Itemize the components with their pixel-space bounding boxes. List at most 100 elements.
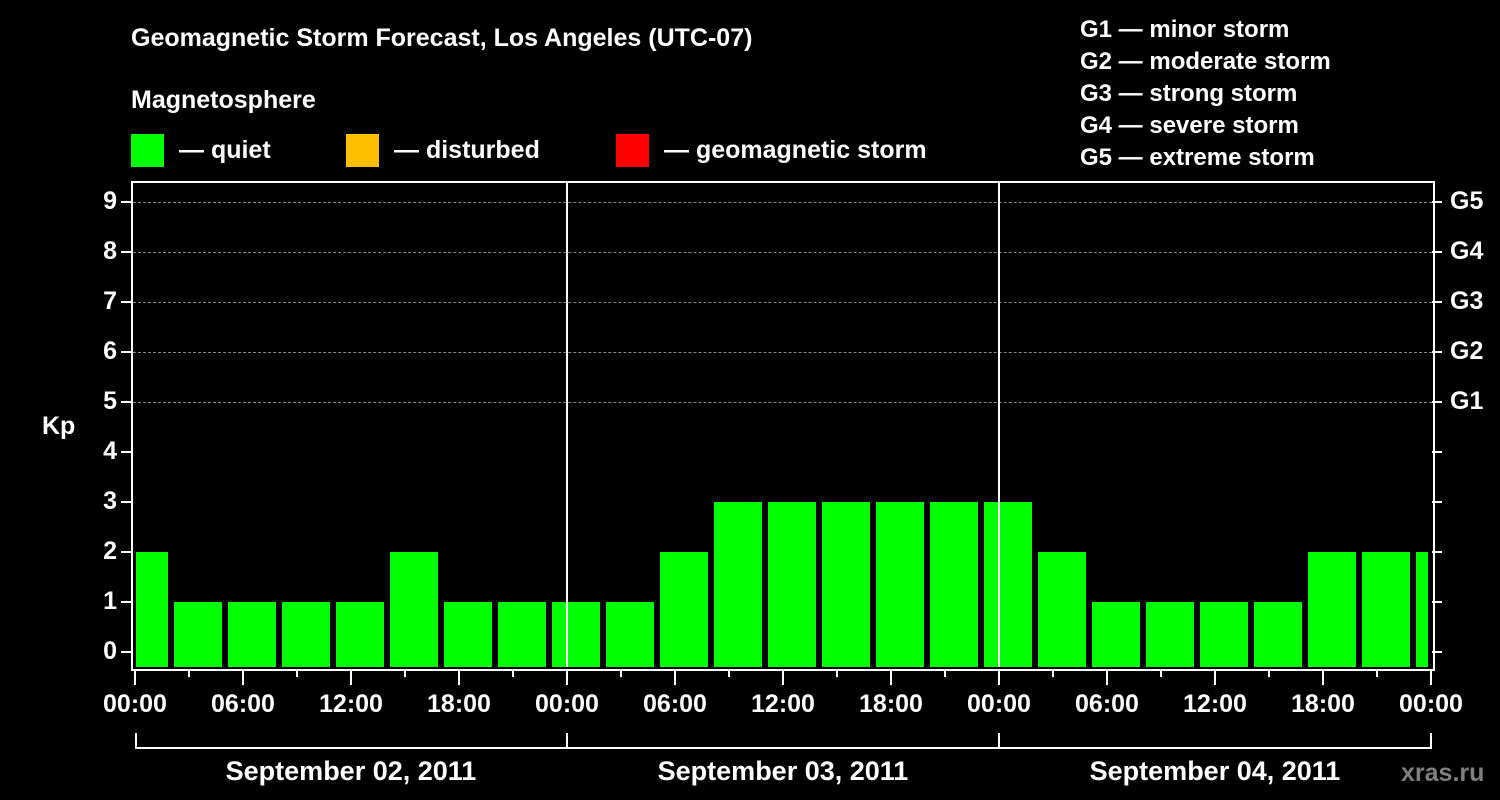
- y-tick-label: 4: [103, 437, 117, 465]
- gridline: [133, 252, 1432, 253]
- y-tick-label: 1: [103, 587, 117, 615]
- x-tick-major: [890, 669, 892, 685]
- y-tick: [121, 551, 131, 553]
- kp-bar: [1038, 552, 1086, 667]
- x-tick-major: [134, 669, 136, 685]
- x-tick-label: 06:00: [1075, 690, 1139, 718]
- y-tick: [121, 201, 131, 203]
- y-tick: [121, 401, 131, 403]
- y-tick: [121, 251, 131, 253]
- y-tick-right: [1432, 251, 1442, 253]
- kp-bar: [552, 602, 600, 667]
- kp-bar: [1146, 602, 1194, 667]
- g5-label: G5 — extreme storm: [1080, 144, 1315, 171]
- date-bracket: [135, 747, 1432, 749]
- y-tick: [121, 451, 131, 453]
- g-level-label: G2: [1450, 337, 1484, 365]
- y-tick-right: [1432, 501, 1442, 503]
- x-tick-minor: [1376, 669, 1378, 677]
- bracket-tick: [135, 733, 137, 749]
- date-label-1: September 02, 2011: [225, 756, 477, 786]
- x-tick-major: [458, 669, 460, 685]
- kp-bar: [136, 552, 168, 667]
- kp-bar: [282, 602, 330, 667]
- legend-disturbed-label: — disturbed: [394, 135, 540, 164]
- x-tick-label: 00:00: [967, 690, 1031, 718]
- kp-bar: [1308, 552, 1356, 667]
- kp-bar: [606, 602, 654, 667]
- y-tick: [121, 601, 131, 603]
- kp-bar: [876, 502, 924, 667]
- x-tick-major: [566, 669, 568, 685]
- chart-title: Geomagnetic Storm Forecast, Los Angeles …: [131, 24, 753, 52]
- legend-disturbed: — disturbed: [346, 133, 540, 167]
- disturbed-swatch: [346, 133, 379, 167]
- bracket-tick: [1430, 733, 1432, 749]
- x-tick-minor: [404, 669, 406, 677]
- x-tick-label: 18:00: [859, 690, 923, 718]
- x-tick-label: 18:00: [427, 690, 491, 718]
- y-tick-right: [1432, 301, 1442, 303]
- kp-bar: [1092, 602, 1140, 667]
- kp-bar: [498, 602, 546, 667]
- y-tick-right: [1432, 401, 1442, 403]
- y-tick-label: 2: [103, 537, 117, 565]
- x-tick-major: [782, 669, 784, 685]
- x-tick-major: [350, 669, 352, 685]
- x-tick-minor: [944, 669, 946, 677]
- x-tick-major: [998, 669, 1000, 685]
- kp-bar: [660, 552, 708, 667]
- x-tick-label: 06:00: [643, 690, 707, 718]
- x-tick-major: [1106, 669, 1108, 685]
- bracket-tick: [998, 733, 1000, 749]
- x-tick-label: 12:00: [1183, 690, 1247, 718]
- x-tick-minor: [1160, 669, 1162, 677]
- day-divider: [998, 181, 1000, 667]
- g1-label: G1 — minor storm: [1080, 16, 1290, 43]
- x-tick-label: 00:00: [103, 690, 167, 718]
- g-level-label: G5: [1450, 187, 1484, 215]
- gridline: [133, 402, 1432, 403]
- y-tick-label: 7: [103, 287, 117, 315]
- kp-bar: [930, 502, 978, 667]
- kp-bar: [336, 602, 384, 667]
- gridline: [133, 352, 1432, 353]
- kp-bar: [444, 602, 492, 667]
- bracket-tick: [566, 733, 568, 749]
- kp-bar: [228, 602, 276, 667]
- g-level-label: G1: [1450, 387, 1484, 415]
- x-tick-major: [674, 669, 676, 685]
- g3-label: G3 — strong storm: [1080, 80, 1298, 107]
- kp-bar: [1362, 552, 1410, 667]
- kp-bar: [390, 552, 438, 667]
- x-tick-label: 12:00: [319, 690, 383, 718]
- y-axis-label: Kp: [42, 412, 76, 440]
- y-tick-right: [1432, 651, 1442, 653]
- x-tick-major: [242, 669, 244, 685]
- day-divider: [566, 181, 568, 667]
- legend-storm-label: — geomagnetic storm: [664, 135, 927, 164]
- g4-label: G4 — severe storm: [1080, 112, 1299, 139]
- g-scale-legend: G1 — minor storm G2 — moderate storm G3 …: [1080, 14, 1331, 174]
- x-tick-minor: [1268, 669, 1270, 677]
- x-tick-minor: [1052, 669, 1054, 677]
- y-tick-label: 0: [103, 637, 117, 665]
- legend-storm: — geomagnetic storm: [616, 133, 927, 167]
- date-label-3: September 04, 2011: [1089, 756, 1341, 786]
- kp-bar: [768, 502, 816, 667]
- gridline: [133, 302, 1432, 303]
- y-tick-label: 5: [103, 387, 117, 415]
- y-tick-label: 9: [103, 187, 117, 215]
- kp-bar: [714, 502, 762, 667]
- x-tick-minor: [728, 669, 730, 677]
- x-tick-label: 00:00: [1399, 690, 1463, 718]
- x-tick-major: [1214, 669, 1216, 685]
- y-tick: [121, 501, 131, 503]
- storm-swatch: [616, 133, 649, 167]
- y-tick-right: [1432, 351, 1442, 353]
- x-tick-minor: [296, 669, 298, 677]
- g-level-label: G3: [1450, 287, 1484, 315]
- y-tick: [121, 651, 131, 653]
- x-tick-label: 18:00: [1291, 690, 1355, 718]
- kp-bar: [984, 502, 1032, 667]
